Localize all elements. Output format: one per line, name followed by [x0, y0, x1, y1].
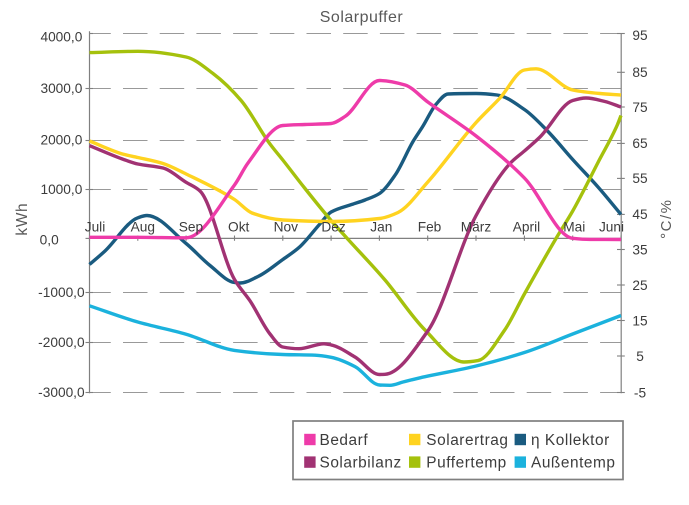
svg-text:3000,0: 3000,0	[40, 81, 82, 96]
svg-text:April: April	[513, 219, 540, 234]
svg-text:Juli: Juli	[85, 219, 106, 234]
svg-text:Bedarf: Bedarf	[320, 432, 369, 449]
svg-text:Sep: Sep	[179, 219, 204, 234]
svg-text:°C/%: °C/%	[658, 199, 675, 239]
svg-text:2000,0: 2000,0	[40, 133, 82, 148]
svg-text:5: 5	[636, 349, 644, 364]
svg-text:η Kollektor: η Kollektor	[531, 432, 610, 449]
svg-text:Solarpuffer: Solarpuffer	[320, 9, 404, 26]
svg-text:Außentemp: Außentemp	[531, 455, 616, 472]
svg-text:-1000,0: -1000,0	[38, 285, 85, 300]
svg-text:25: 25	[632, 278, 648, 293]
svg-text:Dez: Dez	[321, 219, 345, 234]
svg-text:Juni: Juni	[599, 219, 624, 234]
svg-text:Nov: Nov	[274, 219, 298, 234]
svg-text:-2000,0: -2000,0	[38, 335, 85, 350]
svg-text:0,0: 0,0	[40, 233, 59, 248]
svg-text:1000,0: 1000,0	[40, 182, 82, 197]
svg-text:4000,0: 4000,0	[40, 30, 82, 45]
svg-text:85: 85	[632, 65, 648, 80]
svg-text:75: 75	[632, 100, 648, 115]
svg-text:kWh: kWh	[14, 203, 31, 236]
svg-text:Solarertrag: Solarertrag	[426, 432, 508, 449]
svg-text:15: 15	[632, 313, 648, 328]
svg-text:65: 65	[632, 136, 648, 151]
svg-text:35: 35	[632, 242, 648, 257]
svg-text:95: 95	[632, 28, 648, 43]
svg-text:Mai: Mai	[563, 219, 585, 234]
svg-text:Aug: Aug	[131, 219, 155, 234]
svg-text:-3000,0: -3000,0	[38, 385, 85, 400]
svg-text:Feb: Feb	[418, 219, 442, 234]
svg-text:März: März	[461, 219, 492, 234]
svg-text:Jan: Jan	[370, 219, 392, 234]
svg-text:Solarbilanz: Solarbilanz	[320, 455, 402, 472]
svg-text:-5: -5	[634, 385, 647, 400]
svg-text:Puffertemp: Puffertemp	[426, 455, 507, 472]
svg-text:45: 45	[632, 207, 648, 222]
svg-text:55: 55	[632, 171, 648, 186]
svg-text:Okt: Okt	[228, 219, 249, 234]
